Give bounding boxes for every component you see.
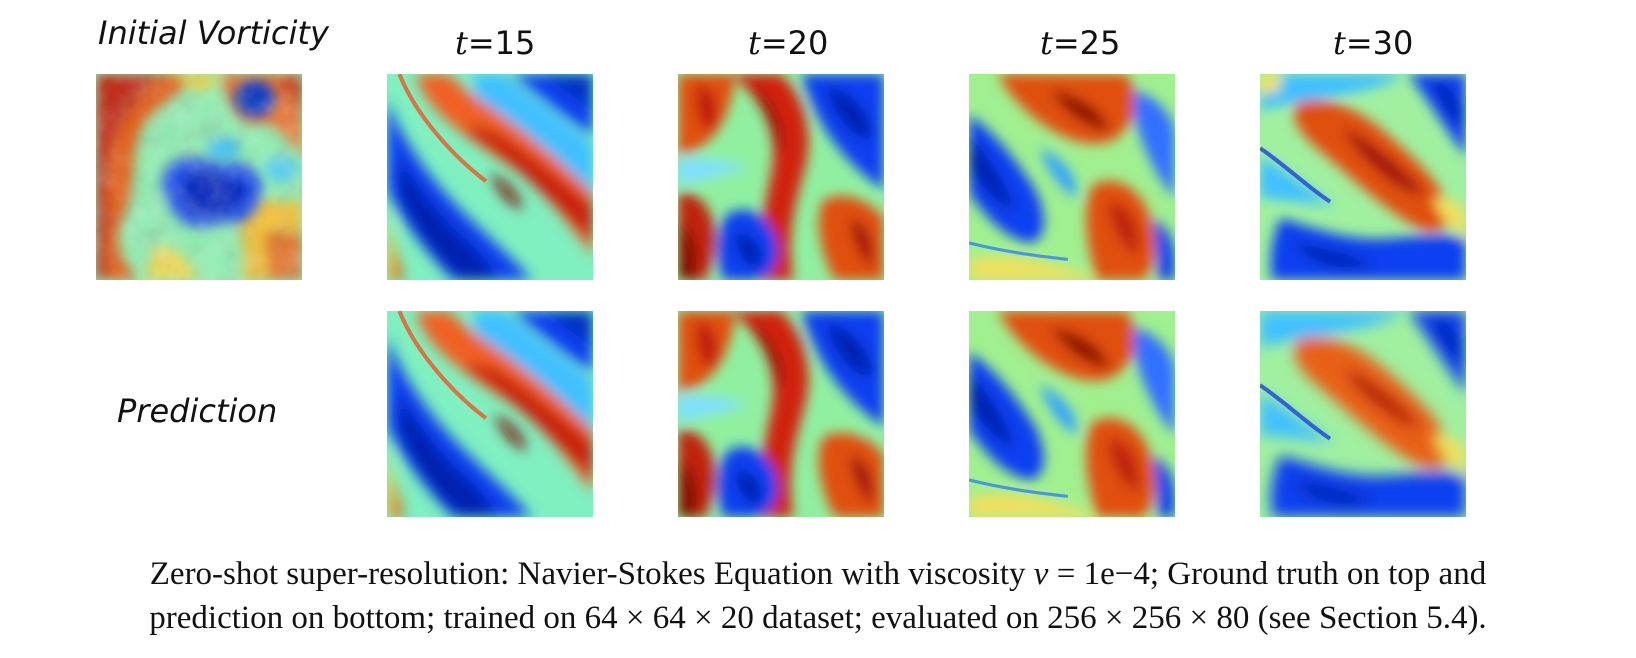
ground-truth-panel-t30 — [1260, 74, 1466, 280]
prediction-panel-t15 — [387, 311, 593, 517]
time-label-30: t=30 — [1333, 24, 1414, 62]
ground-truth-panel-t20 — [678, 74, 884, 280]
initial-vorticity-panel — [96, 74, 302, 280]
prediction-panel-t30 — [1260, 311, 1466, 517]
caption-line-2: prediction on bottom; trained on 64 × 64… — [149, 600, 1487, 636]
ground-truth-panel-t15 — [387, 74, 593, 280]
ground-truth-panel-t25 — [969, 74, 1175, 280]
time-label-25: t=25 — [1040, 24, 1121, 62]
nu-symbol: ν — [1033, 556, 1049, 592]
time-label-20: t=20 — [748, 24, 829, 62]
figure-caption: Zero-shot super-resolution: Navier-Stoke… — [0, 552, 1636, 640]
time-label-15: t=15 — [455, 24, 536, 62]
prediction-panel-t25 — [969, 311, 1175, 517]
prediction-label: Prediction — [117, 392, 278, 430]
prediction-panel-t20 — [678, 311, 884, 517]
caption-line-1: Zero-shot super-resolution: Navier-Stoke… — [149, 556, 1487, 592]
initial-vorticity-label: Initial Vorticity — [98, 14, 329, 52]
